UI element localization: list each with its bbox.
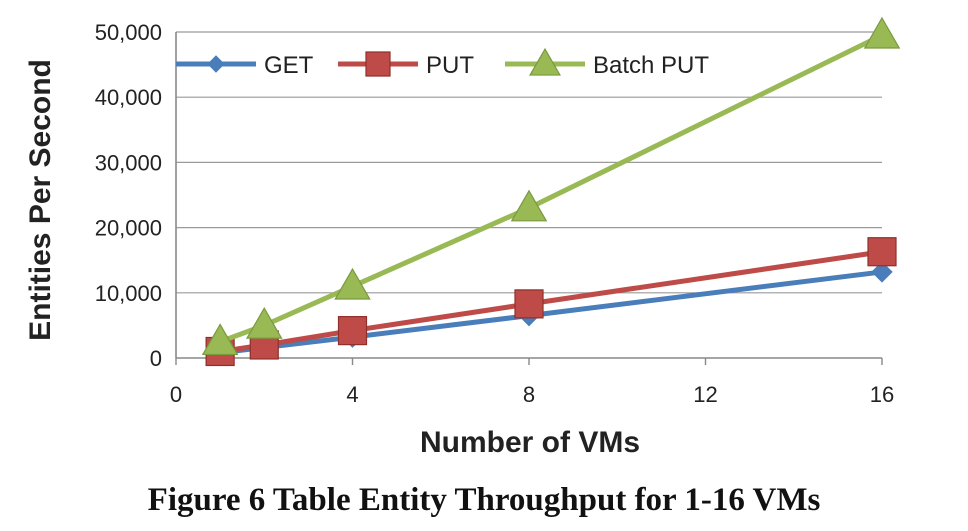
legend-label: GET — [264, 52, 314, 79]
legend-marker — [365, 51, 391, 77]
x-tick-label: 4 — [346, 382, 358, 407]
series-line — [219, 33, 884, 345]
y-tick-label: 20,000 — [95, 216, 162, 241]
series-group — [201, 16, 901, 367]
legend-label: PUT — [426, 52, 474, 79]
series-put — [205, 237, 897, 367]
y-tick-label: 10,000 — [95, 281, 162, 306]
series-line — [219, 269, 883, 356]
legend-item: PUT — [338, 51, 474, 79]
axes: 0 10,000 20,000 30,000 40,000 50,000 0 4 8 12 16 — [95, 20, 895, 407]
y-tick-label: 0 — [150, 346, 162, 371]
line-chart: 0 10,000 20,000 30,000 40,000 50,000 0 4 8 12 16 G… — [24, 16, 901, 459]
legend-item: Batch PUT — [505, 47, 709, 79]
data-point — [334, 267, 371, 300]
data-point — [337, 316, 368, 346]
data-point — [201, 323, 239, 356]
data-point — [871, 261, 893, 283]
x-tick-label: 12 — [693, 382, 717, 407]
y-tick-label: 30,000 — [95, 150, 162, 175]
series-batch-put — [201, 16, 901, 356]
data-point — [245, 306, 283, 339]
legend-marker — [207, 55, 225, 73]
y-tick-label: 50,000 — [95, 20, 162, 45]
data-point — [510, 189, 548, 222]
legend: GET PUT Batch PUT — [176, 47, 709, 79]
series-get — [209, 261, 893, 364]
x-tick-label: 0 — [170, 382, 182, 407]
x-axis-title: Number of VMs — [420, 426, 640, 459]
legend-item: GET — [176, 52, 314, 79]
legend-label: Batch PUT — [593, 52, 709, 79]
y-axis-title: Entities Per Second — [24, 59, 57, 341]
gridlines — [176, 31, 882, 359]
y-tick-label: 40,000 — [95, 85, 162, 110]
x-tick-label: 8 — [523, 382, 535, 407]
data-point — [867, 237, 897, 267]
figure-caption: Figure 6 Table Entity Throughput for 1-1… — [147, 482, 821, 518]
legend-marker — [529, 47, 561, 76]
data-point — [514, 289, 544, 319]
data-point — [863, 16, 901, 49]
x-tick-label: 16 — [870, 382, 894, 407]
